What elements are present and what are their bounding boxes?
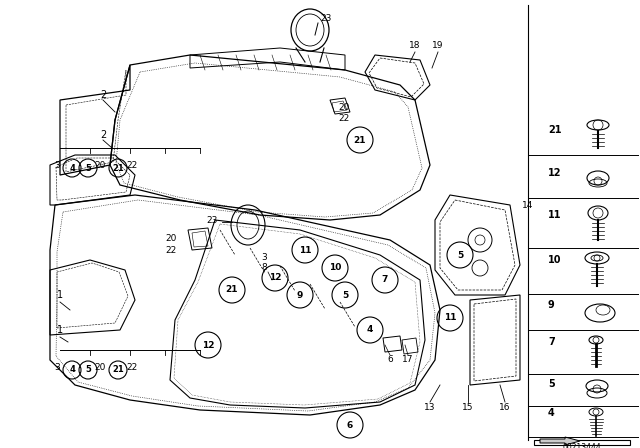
Text: 16: 16 [499,404,511,413]
Text: 4: 4 [69,366,75,375]
Text: 20: 20 [338,103,349,112]
Text: 12: 12 [202,340,214,349]
Text: 15: 15 [462,404,474,413]
Text: 5: 5 [342,290,348,300]
Text: 18: 18 [409,40,420,49]
Text: 9: 9 [297,290,303,300]
Text: 12: 12 [269,273,281,283]
Text: 21: 21 [226,285,238,294]
Text: 22: 22 [126,363,138,372]
Text: 11: 11 [548,210,561,220]
Text: 00213444: 00213444 [563,443,602,448]
Text: 22: 22 [338,113,349,122]
Text: 8: 8 [261,263,267,272]
Text: 4: 4 [367,326,373,335]
Text: 5: 5 [457,250,463,259]
Text: 21: 21 [354,135,366,145]
Text: 17: 17 [403,356,413,365]
Text: 12: 12 [548,168,561,178]
Text: 9: 9 [548,300,555,310]
Text: 19: 19 [432,40,444,49]
Text: 21: 21 [548,125,561,135]
Text: 20: 20 [94,160,106,169]
Text: 5: 5 [85,366,91,375]
Text: 6: 6 [387,356,393,365]
Text: 5: 5 [548,379,555,389]
Text: 2: 2 [100,130,106,140]
Text: 21: 21 [112,164,124,172]
Text: 1: 1 [57,290,63,300]
Text: 22: 22 [126,160,138,169]
Text: 2: 2 [100,90,106,100]
Text: 20: 20 [94,363,106,372]
Text: 20: 20 [165,233,177,242]
Text: 5: 5 [85,164,91,172]
Text: 11: 11 [299,246,311,254]
Text: 10: 10 [329,263,341,272]
Text: 7: 7 [382,276,388,284]
Text: 14: 14 [522,201,533,210]
Text: 4: 4 [548,408,555,418]
Text: 6: 6 [347,421,353,430]
Text: 21: 21 [112,366,124,375]
Text: 4: 4 [69,164,75,172]
Text: 1: 1 [57,325,63,335]
Text: 22: 22 [165,246,176,254]
Text: 11: 11 [444,314,456,323]
Text: 7: 7 [548,337,555,347]
Text: 3: 3 [261,254,267,263]
Text: 3: 3 [54,160,60,169]
Text: 13: 13 [424,404,436,413]
Polygon shape [540,437,580,445]
Text: 23: 23 [320,13,332,22]
Text: 23: 23 [207,215,218,224]
Text: 3: 3 [54,363,60,372]
Text: 10: 10 [548,255,561,265]
